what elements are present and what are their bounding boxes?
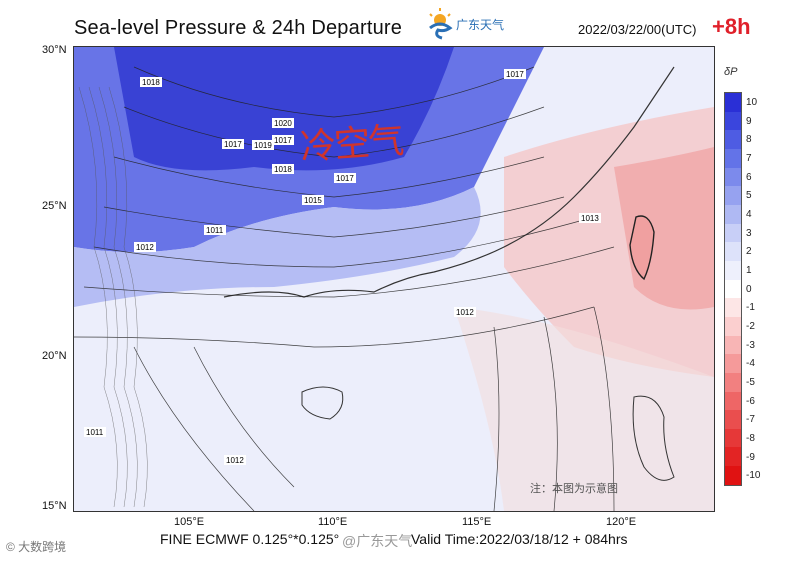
- isobar-label: 1011: [86, 428, 104, 437]
- isobar-label: 1011: [206, 226, 224, 235]
- colorbar-segment: [725, 298, 741, 317]
- colorbar-label: -4: [746, 358, 755, 370]
- lat-label: 20°N: [42, 350, 67, 362]
- colorbar-label: 8: [746, 134, 752, 146]
- isobar-label: 1019: [254, 141, 272, 150]
- colorbar-segment: [725, 428, 741, 448]
- colorbar-segment: [725, 372, 741, 392]
- colorbar-segment: [725, 391, 741, 411]
- valid-time: Valid Time:2022/03/18/12 + 084hrs: [411, 531, 628, 547]
- colorbar-label: 6: [746, 171, 752, 183]
- lat-label: 25°N: [42, 200, 67, 212]
- colorbar-label: -3: [746, 339, 755, 351]
- colorbar-segment: [725, 93, 741, 112]
- colorbar-label: 1: [746, 264, 752, 276]
- colorbar-segment: [725, 148, 741, 168]
- guangdong-weather-logo: [429, 8, 453, 40]
- colorbar-label: -6: [746, 395, 755, 407]
- isobar-label: 1015: [304, 196, 322, 205]
- lat-label: 30°N: [42, 44, 67, 56]
- colorbar-label: 3: [746, 227, 752, 239]
- colorbar-segment: [725, 130, 741, 149]
- watermark-mid: @广东天气: [342, 533, 413, 549]
- colorbar-segment: [725, 316, 741, 336]
- colorbar-segment: [725, 167, 741, 187]
- colorbar-segment: [725, 466, 741, 485]
- colorbar-segment: [725, 111, 741, 131]
- colorbar-label: -2: [746, 320, 755, 332]
- isobar-label: 1017: [224, 140, 242, 149]
- colorbar-label: 5: [746, 190, 752, 202]
- colorbar-segment: [725, 410, 741, 429]
- forecast-datetime: 2022/03/22/00(UTC): [578, 22, 697, 37]
- isobar-label: 1012: [136, 243, 154, 252]
- colorbar-segment: [725, 279, 741, 299]
- chart-title: Sea-level Pressure & 24h Departure: [74, 17, 403, 39]
- isobar-label: 1013: [581, 214, 599, 223]
- lat-label: 15°N: [42, 500, 67, 512]
- watermark-left: © 大数跨境: [6, 540, 67, 554]
- colorbar-segment: [725, 260, 741, 280]
- colorbar-label: 7: [746, 152, 752, 164]
- isobar-label: 1018: [142, 78, 160, 87]
- colorbar-segment: [725, 447, 741, 467]
- colorbar-label: 10: [746, 97, 758, 108]
- cold-air-label: 冷空气: [298, 120, 404, 169]
- colorbar-segment: [725, 242, 741, 261]
- logo-text: 广东天气: [456, 18, 505, 32]
- model-info: FINE ECMWF 0.125°*0.125°: [160, 531, 340, 547]
- colorbar-label: 9: [746, 115, 752, 127]
- colorbar-label: 4: [746, 208, 752, 220]
- pressure-map: 1018 1017 1020 1017 1019 1018 1017 1017 …: [73, 46, 715, 512]
- colorbar-segment: [725, 223, 741, 243]
- timezone-offset: +8h: [712, 14, 751, 39]
- colorbar-segment: [725, 204, 741, 224]
- colorbar-label: 0: [746, 283, 752, 295]
- map-canvas: 1018 1017 1020 1017 1019 1018 1017 1017 …: [74, 47, 714, 511]
- colorbar-segment: [725, 354, 741, 373]
- colorbar-label: -1: [746, 302, 755, 314]
- colorbar-label: -10: [746, 470, 761, 482]
- lon-label: 110°E: [318, 516, 348, 528]
- colorbar-label: -9: [746, 451, 755, 463]
- isobar-label: 1017: [336, 174, 354, 183]
- isobar-label: 1012: [226, 456, 244, 465]
- colorbar-segment: [725, 186, 741, 205]
- colorbar: [724, 92, 742, 486]
- isobar-label: 1018: [274, 165, 292, 174]
- colorbar-segment: [725, 335, 741, 355]
- illustration-note: 注：本图为示意图: [530, 483, 618, 495]
- colorbar-label: -5: [746, 376, 755, 388]
- lon-label: 120°E: [606, 516, 637, 528]
- lon-label: 105°E: [174, 516, 205, 528]
- isobar-label: 1020: [274, 119, 292, 128]
- colorbar-label: -8: [746, 432, 755, 444]
- isobar-label: 1017: [274, 136, 292, 145]
- colorbar-label: 2: [746, 246, 752, 258]
- lon-label: 115°E: [462, 516, 492, 528]
- colorbar-label: -7: [746, 414, 755, 426]
- isobar-label: 1017: [506, 70, 524, 79]
- isobar-label: 1012: [456, 308, 474, 317]
- colorbar-title: δP: [724, 66, 738, 78]
